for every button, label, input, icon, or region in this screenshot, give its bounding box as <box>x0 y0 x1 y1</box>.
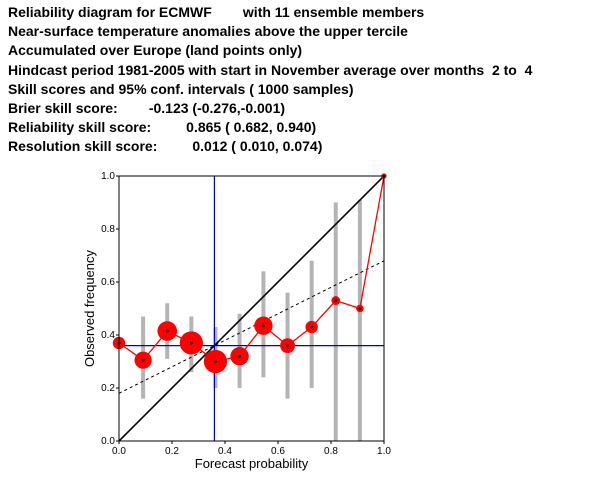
x-tick-label-5: 1.0 <box>377 446 391 457</box>
x-axis-label: Forecast probability <box>195 456 309 471</box>
x-tick-label-4: 0.8 <box>324 446 338 457</box>
plot-frame <box>118 175 385 442</box>
reference-lines <box>118 175 385 442</box>
header-variable-line: Near-surface temperature anomalies above… <box>8 23 408 40</box>
y-tick-label-5: 1.0 <box>101 171 115 182</box>
y-tick-label-2: 0.4 <box>101 330 115 341</box>
x-tick-label-1: 0.2 <box>165 446 179 457</box>
x-tick-label-3: 0.6 <box>271 446 285 457</box>
y-tick-label-0: 0.0 <box>101 436 115 447</box>
reliability-point-center-3 <box>189 341 193 345</box>
x-tick-label-0: 0.0 <box>112 446 126 457</box>
no-skill-line <box>118 260 385 394</box>
reliability-point-center-10 <box>358 307 362 310</box>
reliability-point-center-6 <box>262 324 265 328</box>
perfect-reliability-line <box>118 175 385 442</box>
reliability-point-center-1 <box>141 358 145 362</box>
header-region-line: Accumulated over Europe (land points onl… <box>8 42 303 59</box>
reliability-point-center-4 <box>214 360 217 363</box>
ci-bars <box>141 199 362 441</box>
header-title-line: Reliability diagram for ECMWF with 11 en… <box>8 4 425 20</box>
reliability-point-center-5 <box>238 354 241 358</box>
header-reliability-line: Reliability skill score: 0.865 ( 0.682, … <box>8 119 317 136</box>
reliability-points <box>112 173 387 374</box>
header-period-line: Hindcast period 1981-2005 with start in … <box>8 61 533 78</box>
y-tick-label-4: 0.8 <box>101 224 115 235</box>
reliability-point-center-7 <box>286 344 289 347</box>
header-resolution-line: Resolution skill score: 0.012 ( 0.010, 0… <box>8 138 323 155</box>
header-brier-line: Brier skill score: -0.123 (-0.276,-0.001… <box>8 100 286 117</box>
reliability-point-center-2 <box>165 329 169 333</box>
header-skill-intro-line: Skill scores and 95% conf. intervals ( 1… <box>8 80 354 97</box>
y-tick-label-3: 0.6 <box>101 277 115 288</box>
reliability-point-center-9 <box>334 299 338 302</box>
x-axis-ticks: 0.0 0.2 0.4 0.6 0.8 1.0 <box>112 441 391 457</box>
y-axis-label: Observed frequency <box>82 249 97 367</box>
reliability-point-center-8 <box>310 325 314 329</box>
y-axis-ticks: 0.0 0.2 0.4 0.6 0.8 1.0 <box>101 171 119 447</box>
chart-header: Reliability diagram for ECMWF with 11 en… <box>8 3 532 157</box>
y-tick-label-1: 0.2 <box>101 383 115 394</box>
x-tick-label-2: 0.4 <box>218 446 232 457</box>
